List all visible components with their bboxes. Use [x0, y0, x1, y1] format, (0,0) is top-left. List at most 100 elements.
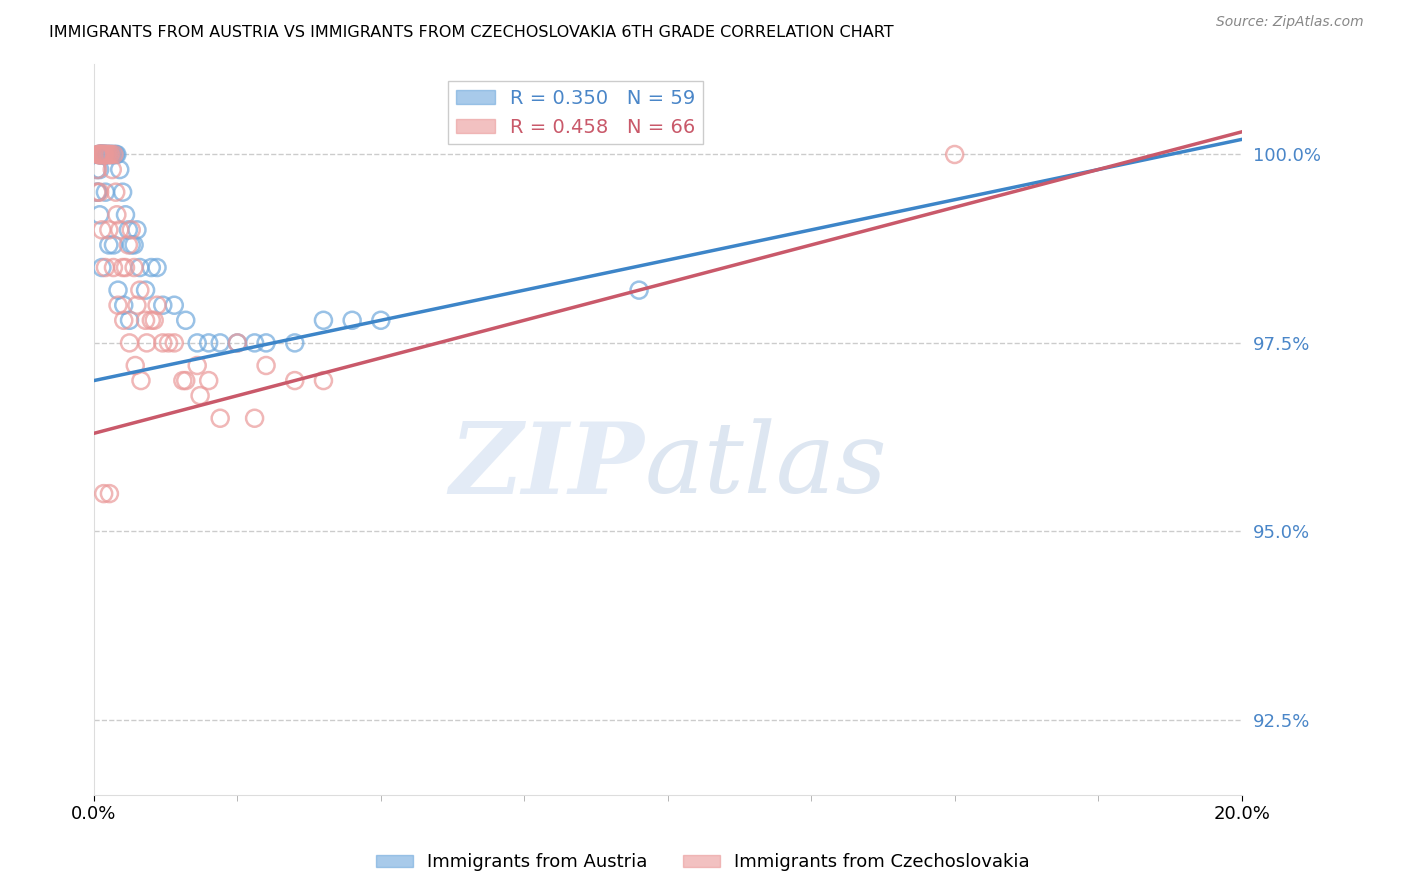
Point	[89, 162, 111, 177]
Point	[188, 389, 211, 403]
Point	[98, 147, 121, 161]
Point	[114, 208, 136, 222]
Text: ZIP: ZIP	[450, 417, 645, 515]
Point	[143, 313, 166, 327]
Point	[93, 147, 115, 161]
Point	[943, 147, 966, 161]
Point	[108, 162, 131, 177]
Point	[87, 147, 110, 161]
Point	[117, 223, 139, 237]
Point	[122, 238, 145, 252]
Point	[104, 147, 127, 161]
Point	[91, 147, 114, 161]
Point	[243, 411, 266, 425]
Text: IMMIGRANTS FROM AUSTRIA VS IMMIGRANTS FROM CZECHOSLOVAKIA 6TH GRADE CORRELATION : IMMIGRANTS FROM AUSTRIA VS IMMIGRANTS FR…	[49, 25, 894, 40]
Point	[111, 260, 134, 275]
Point	[135, 313, 157, 327]
Point	[87, 147, 110, 161]
Point	[101, 162, 124, 177]
Point	[97, 223, 120, 237]
Point	[157, 335, 180, 350]
Point	[91, 147, 114, 161]
Point	[174, 374, 197, 388]
Point	[91, 147, 114, 161]
Point	[114, 260, 136, 275]
Point	[91, 223, 114, 237]
Point	[103, 260, 125, 275]
Point	[117, 238, 139, 252]
Point	[370, 313, 392, 327]
Point	[141, 260, 163, 275]
Point	[87, 185, 110, 199]
Point	[90, 147, 112, 161]
Point	[91, 147, 114, 161]
Point	[104, 185, 127, 199]
Point	[86, 185, 108, 199]
Point	[100, 147, 122, 161]
Point	[186, 359, 208, 373]
Point	[87, 147, 110, 161]
Point	[105, 147, 128, 161]
Point	[209, 411, 232, 425]
Point	[91, 260, 114, 275]
Point	[129, 374, 152, 388]
Point	[96, 147, 118, 161]
Point	[97, 147, 120, 161]
Point	[105, 208, 128, 222]
Point	[226, 335, 249, 350]
Point	[87, 147, 110, 161]
Point	[86, 162, 108, 177]
Point	[284, 374, 307, 388]
Point	[101, 147, 124, 161]
Point	[86, 185, 108, 199]
Point	[146, 298, 169, 312]
Point	[111, 185, 134, 199]
Text: atlas: atlas	[645, 418, 887, 514]
Point	[125, 223, 148, 237]
Point	[128, 283, 150, 297]
Legend: Immigrants from Austria, Immigrants from Czechoslovakia: Immigrants from Austria, Immigrants from…	[370, 847, 1036, 879]
Point	[91, 147, 114, 161]
Point	[254, 335, 277, 350]
Point	[94, 147, 117, 161]
Point	[86, 162, 108, 177]
Point	[112, 298, 135, 312]
Point	[312, 313, 335, 327]
Point	[141, 313, 163, 327]
Point	[91, 147, 114, 161]
Point	[89, 185, 111, 199]
Point	[103, 147, 125, 161]
Point	[94, 147, 117, 161]
Point	[163, 298, 186, 312]
Point	[112, 313, 135, 327]
Point	[96, 147, 118, 161]
Point	[186, 335, 208, 350]
Point	[93, 147, 115, 161]
Point	[103, 238, 125, 252]
Point	[89, 147, 111, 161]
Point	[120, 223, 142, 237]
Point	[340, 313, 363, 327]
Point	[94, 185, 117, 199]
Point	[284, 335, 307, 350]
Point	[118, 335, 141, 350]
Point	[163, 335, 186, 350]
Point	[172, 374, 194, 388]
Point	[312, 374, 335, 388]
Point	[122, 260, 145, 275]
Point	[97, 147, 120, 161]
Point	[197, 335, 219, 350]
Point	[90, 147, 112, 161]
Point	[174, 313, 197, 327]
Point	[254, 359, 277, 373]
Point	[243, 335, 266, 350]
Point	[89, 147, 111, 161]
Point	[197, 374, 219, 388]
Text: Source: ZipAtlas.com: Source: ZipAtlas.com	[1216, 15, 1364, 29]
Point	[107, 298, 129, 312]
Point	[120, 238, 142, 252]
Point	[146, 260, 169, 275]
Point	[94, 260, 117, 275]
Point	[97, 147, 120, 161]
Point	[98, 147, 121, 161]
